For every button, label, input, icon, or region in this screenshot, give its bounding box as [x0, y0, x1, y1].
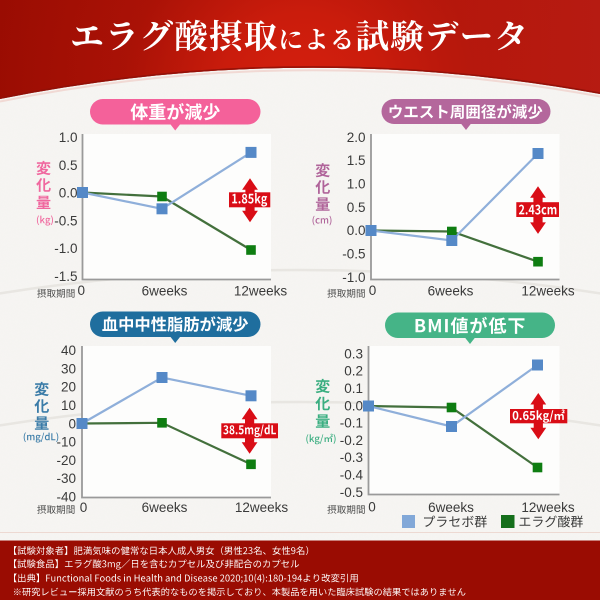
- svg-text:1.0: 1.0: [59, 130, 78, 145]
- svg-text:0: 0: [80, 500, 88, 515]
- svg-text:12weeks: 12weeks: [235, 500, 289, 515]
- svg-text:0.2: 0.2: [344, 364, 363, 379]
- svg-text:0: 0: [368, 500, 376, 515]
- svg-text:30: 30: [61, 361, 76, 376]
- svg-text:-0.5: -0.5: [342, 247, 365, 262]
- svg-text:20: 20: [61, 380, 76, 395]
- svg-text:0.1: 0.1: [344, 381, 363, 396]
- svg-text:1.5: 1.5: [347, 153, 366, 168]
- svg-text:-0.3: -0.3: [340, 450, 363, 465]
- svg-text:-10: -10: [56, 435, 76, 450]
- svg-text:12weeks: 12weeks: [521, 284, 575, 299]
- svg-text:-0.5: -0.5: [340, 485, 363, 500]
- svg-text:12weeks: 12weeks: [521, 500, 575, 515]
- svg-text:6weeks: 6weeks: [142, 500, 188, 515]
- svg-text:0.0: 0.0: [344, 398, 363, 413]
- svg-text:10: 10: [61, 398, 76, 413]
- svg-text:-1.0: -1.0: [54, 241, 77, 256]
- svg-text:-40: -40: [56, 490, 76, 505]
- svg-text:6weeks: 6weeks: [142, 284, 188, 299]
- svg-text:0: 0: [78, 283, 86, 298]
- svg-text:-1.5: -1.5: [54, 269, 77, 284]
- svg-text:0.3: 0.3: [344, 346, 363, 361]
- svg-text:0.0: 0.0: [59, 186, 78, 201]
- svg-text:0: 0: [369, 283, 377, 298]
- svg-text:6weeks: 6weeks: [428, 500, 474, 515]
- svg-text:0.5: 0.5: [59, 158, 78, 173]
- svg-text:-20: -20: [56, 453, 76, 468]
- svg-text:-0.2: -0.2: [340, 433, 363, 448]
- svg-text:6weeks: 6weeks: [428, 284, 474, 299]
- svg-text:-0.5: -0.5: [54, 213, 77, 228]
- svg-text:1.0: 1.0: [347, 177, 366, 192]
- svg-text:-0.4: -0.4: [340, 468, 364, 483]
- svg-text:-0.1: -0.1: [340, 416, 363, 431]
- svg-text:0: 0: [68, 416, 76, 431]
- svg-text:0.5: 0.5: [347, 200, 366, 215]
- svg-text:-30: -30: [56, 471, 76, 486]
- svg-text:12weeks: 12weeks: [234, 284, 288, 299]
- svg-text:0.0: 0.0: [347, 223, 366, 238]
- svg-text:-1.0: -1.0: [342, 270, 365, 285]
- svg-text:40: 40: [61, 343, 76, 358]
- svg-text:2.0: 2.0: [347, 130, 366, 145]
